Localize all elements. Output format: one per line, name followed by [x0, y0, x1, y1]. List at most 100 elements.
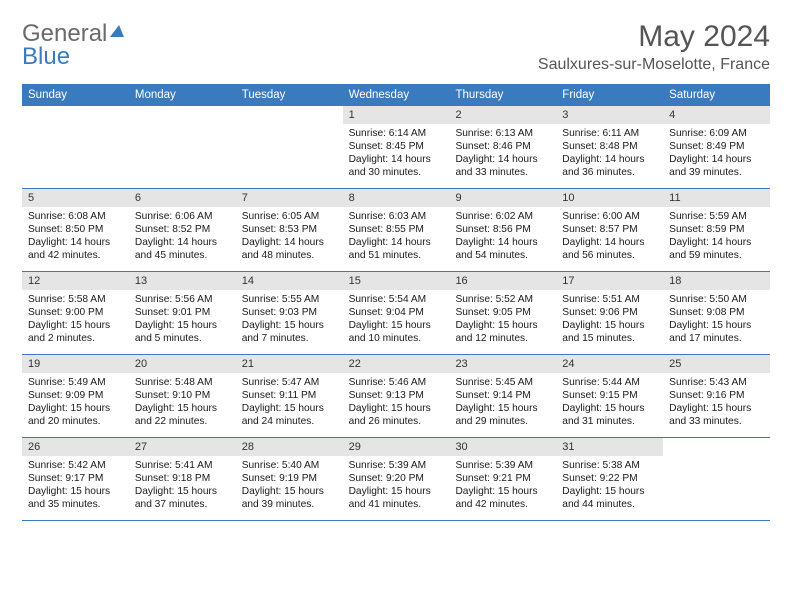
day-cell: 10Sunrise: 6:00 AMSunset: 8:57 PMDayligh…: [556, 189, 663, 271]
day-cell: 13Sunrise: 5:56 AMSunset: 9:01 PMDayligh…: [129, 272, 236, 354]
day-cell: 30Sunrise: 5:39 AMSunset: 9:21 PMDayligh…: [449, 438, 556, 520]
day-cell: 12Sunrise: 5:58 AMSunset: 9:00 PMDayligh…: [22, 272, 129, 354]
day-cell: 17Sunrise: 5:51 AMSunset: 9:06 PMDayligh…: [556, 272, 663, 354]
day-number: 18: [663, 272, 770, 290]
day-content: Sunrise: 5:55 AMSunset: 9:03 PMDaylight:…: [236, 290, 343, 351]
day-number: 22: [343, 355, 450, 373]
day-content: Sunrise: 5:50 AMSunset: 9:08 PMDaylight:…: [663, 290, 770, 351]
sunrise-text: Sunrise: 5:45 AM: [455, 376, 550, 389]
daylight-text: Daylight: 15 hours and 24 minutes.: [242, 402, 337, 428]
day-number: 4: [663, 106, 770, 124]
sunset-text: Sunset: 9:09 PM: [28, 389, 123, 402]
daylight-text: Daylight: 15 hours and 29 minutes.: [455, 402, 550, 428]
sunset-text: Sunset: 9:21 PM: [455, 472, 550, 485]
day-number: 21: [236, 355, 343, 373]
month-title: May 2024: [538, 20, 770, 54]
day-cell: 18Sunrise: 5:50 AMSunset: 9:08 PMDayligh…: [663, 272, 770, 354]
daylight-text: Daylight: 15 hours and 42 minutes.: [455, 485, 550, 511]
sunrise-text: Sunrise: 5:59 AM: [669, 210, 764, 223]
daylight-text: Daylight: 14 hours and 39 minutes.: [669, 153, 764, 179]
sunrise-text: Sunrise: 5:39 AM: [455, 459, 550, 472]
daylight-text: Daylight: 14 hours and 36 minutes.: [562, 153, 657, 179]
sunset-text: Sunset: 9:00 PM: [28, 306, 123, 319]
sunset-text: Sunset: 8:49 PM: [669, 140, 764, 153]
day-number: 9: [449, 189, 556, 207]
day-content: Sunrise: 6:14 AMSunset: 8:45 PMDaylight:…: [343, 124, 450, 185]
day-cell: 24Sunrise: 5:44 AMSunset: 9:15 PMDayligh…: [556, 355, 663, 437]
day-content: Sunrise: 6:09 AMSunset: 8:49 PMDaylight:…: [663, 124, 770, 185]
sunset-text: Sunset: 9:19 PM: [242, 472, 337, 485]
day-cell: [663, 438, 770, 520]
day-content: Sunrise: 6:06 AMSunset: 8:52 PMDaylight:…: [129, 207, 236, 268]
sunrise-text: Sunrise: 5:48 AM: [135, 376, 230, 389]
day-cell: 25Sunrise: 5:43 AMSunset: 9:16 PMDayligh…: [663, 355, 770, 437]
day-number: 7: [236, 189, 343, 207]
day-number: 14: [236, 272, 343, 290]
day-content: Sunrise: 5:59 AMSunset: 8:59 PMDaylight:…: [663, 207, 770, 268]
week-row: 1Sunrise: 6:14 AMSunset: 8:45 PMDaylight…: [22, 106, 770, 189]
day-cell: 11Sunrise: 5:59 AMSunset: 8:59 PMDayligh…: [663, 189, 770, 271]
sunrise-text: Sunrise: 5:41 AM: [135, 459, 230, 472]
sunset-text: Sunset: 9:15 PM: [562, 389, 657, 402]
day-number: 23: [449, 355, 556, 373]
day-number: 8: [343, 189, 450, 207]
daylight-text: Daylight: 15 hours and 22 minutes.: [135, 402, 230, 428]
sunset-text: Sunset: 9:16 PM: [669, 389, 764, 402]
day-header: Sunday: [22, 84, 129, 106]
day-content: Sunrise: 5:41 AMSunset: 9:18 PMDaylight:…: [129, 456, 236, 517]
sunset-text: Sunset: 9:17 PM: [28, 472, 123, 485]
calendar: SundayMondayTuesdayWednesdayThursdayFrid…: [22, 84, 770, 521]
day-number: 10: [556, 189, 663, 207]
daylight-text: Daylight: 15 hours and 44 minutes.: [562, 485, 657, 511]
day-number: 29: [343, 438, 450, 456]
daylight-text: Daylight: 15 hours and 2 minutes.: [28, 319, 123, 345]
sunset-text: Sunset: 9:14 PM: [455, 389, 550, 402]
day-number: 11: [663, 189, 770, 207]
day-content: Sunrise: 5:47 AMSunset: 9:11 PMDaylight:…: [236, 373, 343, 434]
sunrise-text: Sunrise: 6:05 AM: [242, 210, 337, 223]
weeks-container: 1Sunrise: 6:14 AMSunset: 8:45 PMDaylight…: [22, 106, 770, 521]
week-row: 12Sunrise: 5:58 AMSunset: 9:00 PMDayligh…: [22, 272, 770, 355]
sunrise-text: Sunrise: 6:06 AM: [135, 210, 230, 223]
day-number: 12: [22, 272, 129, 290]
sunrise-text: Sunrise: 6:11 AM: [562, 127, 657, 140]
sunrise-text: Sunrise: 6:14 AM: [349, 127, 444, 140]
day-cell: [22, 106, 129, 188]
sunrise-text: Sunrise: 5:40 AM: [242, 459, 337, 472]
day-number: 15: [343, 272, 450, 290]
daylight-text: Daylight: 14 hours and 33 minutes.: [455, 153, 550, 179]
day-content: Sunrise: 5:46 AMSunset: 9:13 PMDaylight:…: [343, 373, 450, 434]
day-content: Sunrise: 5:58 AMSunset: 9:00 PMDaylight:…: [22, 290, 129, 351]
day-cell: 9Sunrise: 6:02 AMSunset: 8:56 PMDaylight…: [449, 189, 556, 271]
day-number: 17: [556, 272, 663, 290]
day-cell: 26Sunrise: 5:42 AMSunset: 9:17 PMDayligh…: [22, 438, 129, 520]
day-cell: [129, 106, 236, 188]
sunset-text: Sunset: 8:52 PM: [135, 223, 230, 236]
sunset-text: Sunset: 9:20 PM: [349, 472, 444, 485]
sunset-text: Sunset: 9:04 PM: [349, 306, 444, 319]
sunset-text: Sunset: 8:55 PM: [349, 223, 444, 236]
day-cell: 20Sunrise: 5:48 AMSunset: 9:10 PMDayligh…: [129, 355, 236, 437]
day-cell: 3Sunrise: 6:11 AMSunset: 8:48 PMDaylight…: [556, 106, 663, 188]
day-content: Sunrise: 6:11 AMSunset: 8:48 PMDaylight:…: [556, 124, 663, 185]
sunrise-text: Sunrise: 5:51 AM: [562, 293, 657, 306]
sunset-text: Sunset: 8:59 PM: [669, 223, 764, 236]
sunrise-text: Sunrise: 5:43 AM: [669, 376, 764, 389]
daylight-text: Daylight: 15 hours and 17 minutes.: [669, 319, 764, 345]
day-cell: 1Sunrise: 6:14 AMSunset: 8:45 PMDaylight…: [343, 106, 450, 188]
day-number: 25: [663, 355, 770, 373]
day-cell: 14Sunrise: 5:55 AMSunset: 9:03 PMDayligh…: [236, 272, 343, 354]
day-number: 2: [449, 106, 556, 124]
daylight-text: Daylight: 15 hours and 5 minutes.: [135, 319, 230, 345]
logo-text-blue: Blue: [22, 43, 70, 70]
day-cell: 5Sunrise: 6:08 AMSunset: 8:50 PMDaylight…: [22, 189, 129, 271]
day-content: Sunrise: 6:02 AMSunset: 8:56 PMDaylight:…: [449, 207, 556, 268]
sunrise-text: Sunrise: 5:54 AM: [349, 293, 444, 306]
sunrise-text: Sunrise: 6:00 AM: [562, 210, 657, 223]
day-cell: 28Sunrise: 5:40 AMSunset: 9:19 PMDayligh…: [236, 438, 343, 520]
daylight-text: Daylight: 15 hours and 7 minutes.: [242, 319, 337, 345]
day-number: 31: [556, 438, 663, 456]
day-cell: 4Sunrise: 6:09 AMSunset: 8:49 PMDaylight…: [663, 106, 770, 188]
day-content: Sunrise: 5:39 AMSunset: 9:20 PMDaylight:…: [343, 456, 450, 517]
day-number: 16: [449, 272, 556, 290]
